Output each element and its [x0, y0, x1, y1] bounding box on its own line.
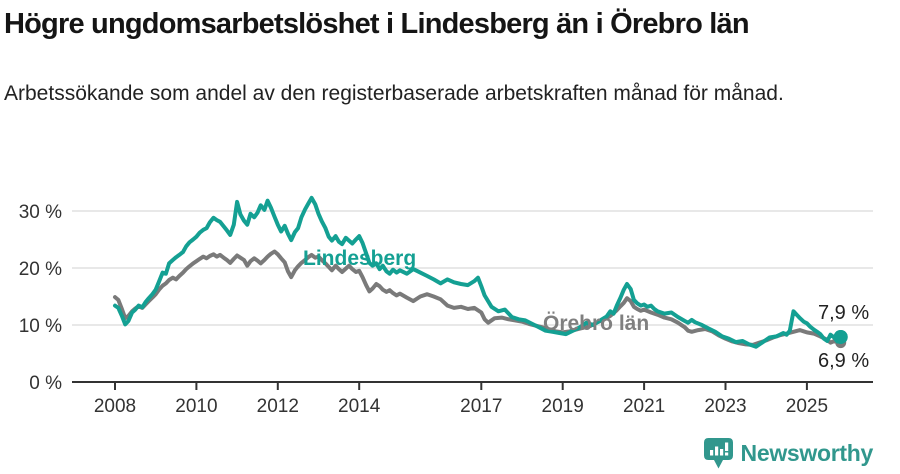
y-tick-label-10: 10 % — [19, 316, 62, 337]
end-value-label-orebro: 6,9 % — [818, 350, 869, 372]
brand-wordmark: Newsworthy — [740, 440, 874, 466]
x-tick-label-2019: 2019 — [542, 396, 584, 417]
x-tick-label-2012: 2012 — [257, 396, 299, 417]
series-end-dot-lindesberg — [833, 329, 848, 344]
x-tick-label-2008: 2008 — [94, 396, 136, 417]
series-label-lindesberg: Lindesberg — [303, 247, 416, 270]
y-tick-label-30: 30 % — [19, 202, 62, 223]
newsworthy-mark-icon — [703, 438, 733, 469]
x-tick-label-2010: 2010 — [175, 396, 217, 417]
x-tick-label-2014: 2014 — [338, 396, 381, 417]
y-tick-label-0: 0 % — [29, 373, 62, 394]
newsworthy-logo[interactable]: Newsworthy — [703, 437, 873, 470]
x-tick-label-2025: 2025 — [786, 396, 828, 417]
end-value-label-lindesberg: 7,9 % — [818, 302, 869, 324]
x-tick-label-2017: 2017 — [460, 396, 502, 417]
series-label-orebro: Örebro län — [543, 312, 649, 335]
chart-subtitle: Arbetssökande som andel av den registerb… — [4, 82, 784, 105]
line-chart: 0 % 10 % 20 % 30 % 2008 2010 2012 2014 2017 2019 2… — [19, 195, 873, 417]
x-tick-label-2021: 2021 — [623, 396, 665, 417]
series-line-orebro — [113, 249, 843, 347]
x-tick-label-2023: 2023 — [704, 396, 746, 417]
series-line-lindesberg — [113, 195, 843, 349]
chart-title: Högre ungdomsarbetslöshet i Lindesberg ä… — [4, 8, 750, 40]
logo-bubble-shape — [703, 438, 733, 469]
y-tick-label-20: 20 % — [19, 259, 62, 280]
